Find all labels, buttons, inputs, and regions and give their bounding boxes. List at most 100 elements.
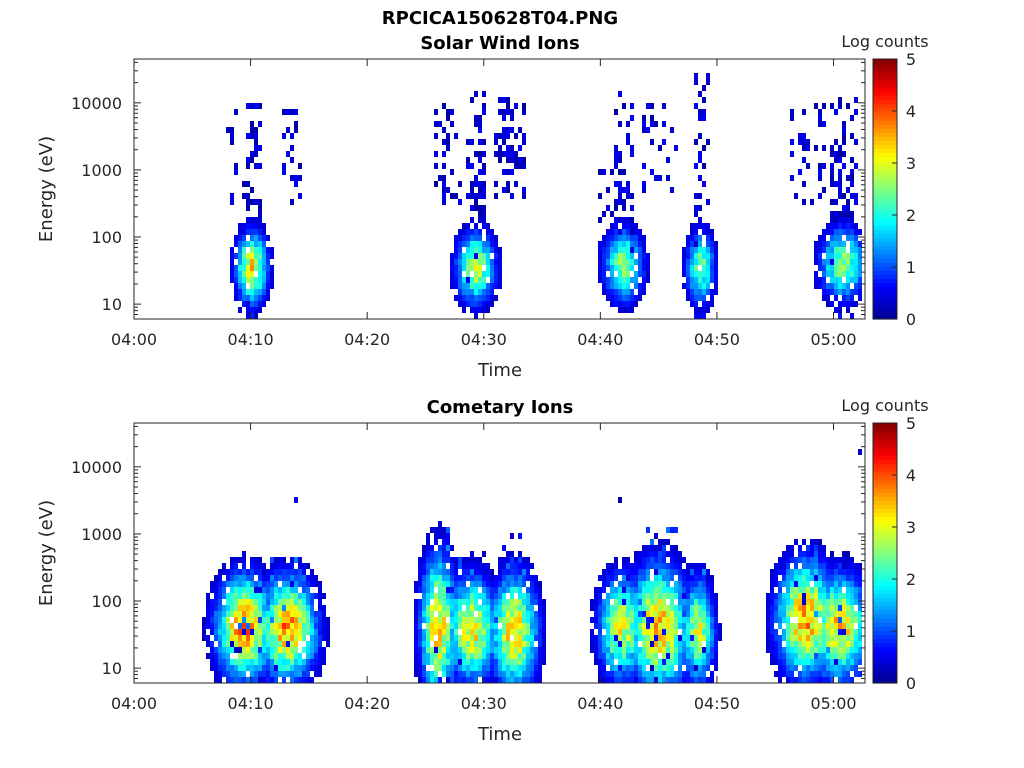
- heatmap-cell: [434, 533, 438, 539]
- heatmap-cell: [642, 617, 646, 623]
- heatmap-cell: [626, 581, 630, 587]
- heatmap-cell: [654, 551, 658, 557]
- heatmap-cell: [854, 247, 858, 253]
- heatmap-cell: [774, 605, 778, 611]
- colorbar-swatch: [873, 638, 897, 643]
- heatmap-cell: [262, 653, 266, 659]
- heatmap-cell: [838, 235, 842, 241]
- heatmap-cell: [850, 217, 854, 223]
- heatmap-cell: [266, 587, 270, 593]
- heatmap-cell: [430, 611, 434, 617]
- heatmap-cell: [270, 641, 274, 647]
- heatmap-cell: [622, 235, 626, 241]
- heatmap-cell: [626, 217, 630, 223]
- heatmap-cell: [246, 581, 250, 587]
- heatmap-cell: [534, 647, 538, 653]
- heatmap-cell: [674, 581, 678, 587]
- heatmap-cell: [598, 629, 602, 635]
- heatmap-cell: [254, 127, 258, 133]
- heatmap-cell: [622, 103, 626, 109]
- heatmap-cell: [454, 641, 458, 647]
- heatmap-cell: [662, 575, 666, 581]
- heatmap-cell: [658, 563, 662, 569]
- heatmap-cell: [218, 587, 222, 593]
- heatmap-cell: [678, 599, 682, 605]
- heatmap-cell: [714, 265, 718, 271]
- heatmap-cell: [614, 253, 618, 259]
- heatmap-cell: [470, 647, 474, 653]
- heatmap-cell: [610, 241, 614, 247]
- heatmap-cell: [714, 641, 718, 647]
- heatmap-cell: [626, 265, 630, 271]
- heatmap-cell: [318, 587, 322, 593]
- heatmap-cell: [670, 611, 674, 617]
- heatmap-cell: [666, 635, 670, 641]
- heatmap-cell: [638, 665, 642, 671]
- heatmap-cell: [686, 581, 690, 587]
- heatmap-cell: [838, 593, 842, 599]
- heatmap-cell: [310, 677, 314, 683]
- heatmap-cell: [618, 641, 622, 647]
- heatmap-cell: [422, 593, 426, 599]
- heatmap-cell: [798, 569, 802, 575]
- heatmap-cell: [706, 629, 710, 635]
- heatmap-cell: [226, 575, 230, 581]
- heatmap-cell: [470, 653, 474, 659]
- heatmap-cell: [530, 623, 534, 629]
- heatmap-cell: [430, 617, 434, 623]
- heatmap-cell: [302, 629, 306, 635]
- heatmap-cell: [438, 557, 442, 563]
- heatmap-cell: [794, 635, 798, 641]
- heatmap-cell: [822, 623, 826, 629]
- heatmap-cell: [686, 641, 690, 647]
- heatmap-cell: [226, 617, 230, 623]
- heatmap-cell: [498, 133, 502, 139]
- heatmap-cell: [658, 665, 662, 671]
- heatmap-cell: [694, 271, 698, 277]
- heatmap-cell: [230, 677, 234, 683]
- heatmap-cell: [306, 611, 310, 617]
- heatmap-cell: [794, 641, 798, 647]
- heatmap-cell: [826, 617, 830, 623]
- heatmap-cell: [526, 671, 530, 677]
- heatmap-cell: [506, 617, 510, 623]
- heatmap-cell: [594, 587, 598, 593]
- heatmap-cell: [642, 587, 646, 593]
- heatmap-cell: [426, 671, 430, 677]
- heatmap-cell: [254, 647, 258, 653]
- heatmap-cell: [642, 121, 646, 127]
- x-tick-label: 05:00: [810, 330, 856, 349]
- heatmap-cell: [598, 193, 602, 199]
- heatmap-cell: [302, 617, 306, 623]
- heatmap-cell: [442, 127, 446, 133]
- heatmap-cell: [450, 605, 454, 611]
- heatmap-cell: [462, 677, 466, 683]
- heatmap-cell: [438, 575, 442, 581]
- heatmap-cell: [778, 623, 782, 629]
- heatmap-cell: [662, 581, 666, 587]
- heatmap-cell: [814, 581, 818, 587]
- heatmap-cell: [258, 235, 262, 241]
- heatmap-cell: [806, 605, 810, 611]
- heatmap-cell: [598, 587, 602, 593]
- heatmap-cell: [666, 593, 670, 599]
- heatmap-cell: [438, 545, 442, 551]
- heatmap-cell: [418, 581, 422, 587]
- heatmap-cell: [614, 247, 618, 253]
- heatmap-cell: [690, 593, 694, 599]
- heatmap-cell: [526, 599, 530, 605]
- heatmap-cell: [286, 635, 290, 641]
- heatmap-cell: [634, 563, 638, 569]
- heatmap-cell: [650, 545, 654, 551]
- heatmap-cell: [230, 593, 234, 599]
- heatmap-cell: [834, 581, 838, 587]
- heatmap-cell: [474, 557, 478, 563]
- heatmap-cell: [442, 665, 446, 671]
- heatmap-cell: [626, 557, 630, 563]
- heatmap-cell: [802, 659, 806, 665]
- heatmap-cell: [274, 605, 278, 611]
- heatmap-cell: [618, 665, 622, 671]
- heatmap-cell: [766, 599, 770, 605]
- colorbar-swatch: [873, 674, 897, 680]
- heatmap-cell: [822, 121, 826, 127]
